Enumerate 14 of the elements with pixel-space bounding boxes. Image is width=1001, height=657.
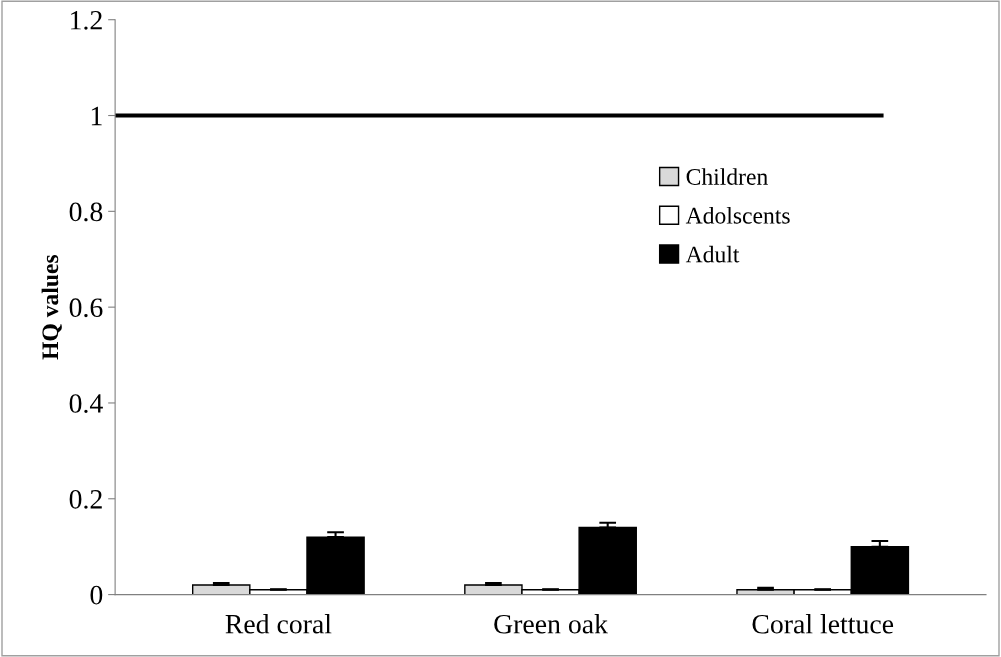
legend-label: Children bbox=[686, 168, 768, 185]
legend-label: Adult bbox=[685, 245, 740, 263]
legend-label: Adolscents bbox=[685, 207, 790, 224]
x-tick-label: Coral lettuce bbox=[752, 614, 894, 634]
y-tick-label: 0.8 bbox=[69, 202, 103, 222]
y-tick-label: 0.6 bbox=[69, 298, 103, 318]
x-tick-label: Red coral bbox=[225, 614, 332, 634]
y-tick-label: 0.4 bbox=[69, 394, 103, 413]
y-tick-label: 0 bbox=[90, 585, 103, 605]
y-axis-title: HQ values bbox=[41, 254, 62, 360]
y-tick-label: 1 bbox=[91, 106, 102, 126]
x-tick-label: Green oak bbox=[494, 614, 608, 634]
y-tick-label: 1.2 bbox=[71, 10, 102, 30]
y-tick-label: 0.2 bbox=[69, 489, 102, 509]
